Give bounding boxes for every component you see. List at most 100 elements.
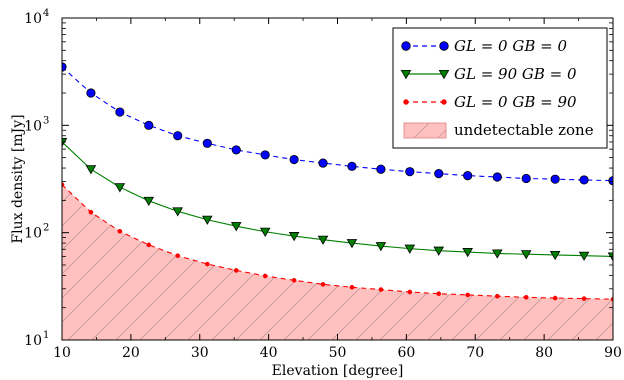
data-point — [175, 253, 181, 259]
legend-item-zone: undetectable zone — [403, 121, 594, 139]
series-1 — [62, 62, 613, 186]
data-point — [117, 228, 123, 234]
legend-marker — [439, 41, 449, 51]
data-point — [521, 173, 531, 184]
data-point — [552, 295, 558, 301]
data-point — [378, 287, 384, 292]
x-axis-label: Elevation [degree] — [272, 363, 404, 379]
data-point — [144, 120, 154, 130]
data-point — [173, 131, 183, 141]
data-point — [291, 277, 297, 283]
data-point — [376, 164, 386, 174]
x-tick-label: 90 — [604, 345, 622, 361]
data-point — [114, 183, 126, 193]
y-axis-label: Flux density [mJy] — [10, 114, 26, 243]
data-point — [146, 242, 152, 248]
series-3 — [62, 182, 613, 302]
data-point — [578, 251, 590, 261]
data-point — [491, 249, 503, 259]
y-tick-label: 10 — [24, 226, 42, 242]
data-point — [318, 158, 328, 168]
legend: GL = 0 GB = 0 GL = 90 GB = 0 GL = 0 GB = 9… — [392, 27, 608, 149]
y-tick-exponent: 2 — [43, 223, 49, 234]
legend-label: GL = 0 GB = 90 — [454, 93, 577, 111]
legend-marker — [403, 99, 409, 105]
data-point — [523, 294, 529, 300]
data-point — [346, 239, 358, 249]
x-tick-label: 80 — [535, 345, 553, 361]
y-tick-label: 10 — [24, 11, 42, 27]
data-point — [86, 88, 96, 98]
data-point — [581, 296, 587, 301]
series-3-line — [62, 184, 613, 300]
data-point — [317, 235, 329, 245]
data-point — [347, 161, 357, 171]
legend-item-3: GL = 0 GB = 90 — [403, 93, 577, 111]
data-point — [494, 293, 500, 299]
undetectable-zone-area — [62, 184, 613, 340]
x-tick-label: 60 — [397, 345, 415, 361]
x-tick-label: 40 — [260, 345, 278, 361]
data-point — [492, 172, 502, 182]
data-point — [349, 284, 355, 290]
data-point — [462, 248, 473, 258]
data-point — [404, 244, 416, 254]
data-point — [143, 196, 155, 207]
data-point — [230, 222, 242, 232]
data-point — [259, 227, 271, 237]
data-point — [407, 289, 413, 295]
x-tick-label: 10 — [53, 345, 71, 361]
data-point — [85, 165, 97, 175]
data-point — [433, 246, 445, 256]
data-point — [463, 171, 473, 181]
data-point — [202, 138, 212, 148]
y-tick-label: 10 — [24, 333, 42, 349]
data-point — [550, 174, 560, 184]
series-2 — [62, 137, 613, 262]
legend-marker — [441, 99, 447, 105]
data-point — [115, 107, 125, 117]
y-tick-exponent: 1 — [43, 330, 49, 341]
data-point — [204, 261, 210, 267]
data-point — [320, 281, 326, 287]
data-point — [62, 62, 67, 72]
data-point — [610, 296, 613, 302]
y-tick-exponent: 3 — [43, 115, 49, 126]
y-tick-label: 10 — [24, 118, 42, 134]
data-point — [434, 169, 444, 179]
data-point — [375, 242, 387, 252]
legend-label: undetectable zone — [454, 121, 594, 139]
data-point — [172, 207, 184, 217]
data-point — [405, 167, 415, 177]
series-2-line — [62, 141, 613, 258]
data-point — [231, 145, 241, 155]
x-tick-label: 70 — [466, 345, 484, 361]
data-point — [88, 209, 94, 215]
legend-label: GL = 0 GB = 0 — [454, 37, 567, 55]
legend-marker — [438, 70, 450, 80]
data-point — [62, 137, 68, 148]
x-tick-label: 20 — [122, 345, 140, 361]
x-tick-label: 50 — [329, 345, 347, 361]
legend-zone-swatch — [403, 122, 447, 139]
data-point — [233, 268, 239, 273]
legend-item-1: GL = 0 GB = 0 — [401, 37, 567, 55]
legend-marker — [400, 70, 412, 80]
data-point — [288, 232, 300, 242]
data-point — [260, 150, 270, 160]
data-point — [549, 250, 561, 261]
data-point — [202, 215, 213, 225]
data-point — [436, 291, 442, 297]
data-point — [465, 292, 471, 298]
x-tick-label: 30 — [191, 345, 209, 361]
legend-item-2: GL = 90 GB = 0 — [400, 65, 577, 83]
legend-marker — [401, 41, 411, 51]
legend-label: GL = 90 GB = 0 — [454, 65, 577, 83]
data-point — [579, 175, 589, 185]
data-point — [520, 250, 532, 260]
data-point — [289, 154, 299, 165]
series-1-line — [62, 66, 613, 182]
data-point — [262, 273, 268, 279]
y-tick-exponent: 4 — [43, 8, 49, 19]
